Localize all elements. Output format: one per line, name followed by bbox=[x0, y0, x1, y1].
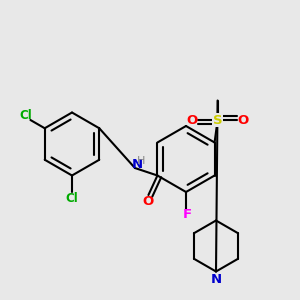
Text: N: N bbox=[210, 273, 222, 286]
Text: O: O bbox=[238, 113, 249, 127]
Text: O: O bbox=[142, 195, 153, 208]
Text: S: S bbox=[213, 113, 222, 127]
Text: F: F bbox=[183, 208, 192, 221]
Text: Cl: Cl bbox=[66, 192, 78, 205]
Text: H: H bbox=[137, 156, 146, 167]
Text: O: O bbox=[187, 113, 198, 127]
Text: N: N bbox=[131, 158, 142, 171]
Text: Cl: Cl bbox=[20, 109, 32, 122]
